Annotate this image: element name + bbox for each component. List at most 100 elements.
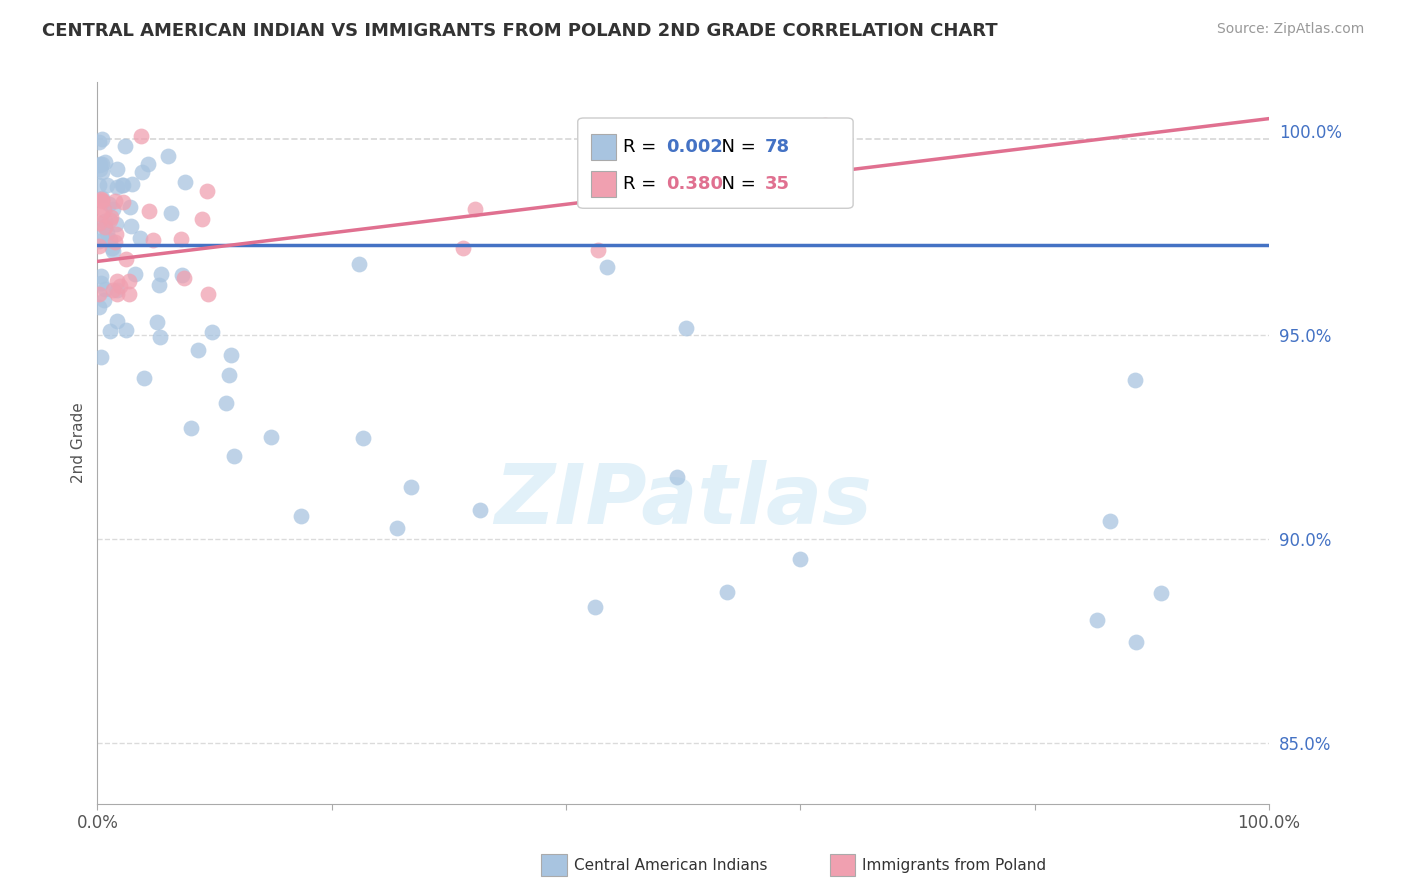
Text: R =: R =: [623, 137, 662, 155]
Point: [727, 166, 749, 180]
Point: [120, 219, 142, 234]
Point: [114, 139, 136, 153]
Point: [716, 585, 738, 599]
Point: [1085, 613, 1108, 627]
Point: [98, 197, 121, 211]
Point: [201, 325, 224, 339]
Point: [100, 210, 122, 224]
Text: 35: 35: [765, 175, 790, 193]
Point: [385, 521, 408, 535]
Point: [90, 194, 112, 208]
Text: 0.002: 0.002: [665, 137, 723, 155]
Point: [128, 231, 150, 245]
Point: [586, 243, 609, 257]
Point: [90, 276, 112, 290]
Point: [93, 293, 115, 308]
Point: [89, 157, 111, 171]
Point: [187, 343, 209, 357]
Point: [90, 351, 112, 365]
Point: [96, 178, 118, 192]
Point: [105, 314, 128, 328]
Text: Immigrants from Poland: Immigrants from Poland: [862, 858, 1046, 872]
Bar: [591, 171, 616, 197]
Point: [1123, 373, 1146, 387]
Point: [93, 214, 115, 228]
Point: [115, 323, 138, 337]
Point: [115, 252, 138, 267]
Point: [104, 194, 127, 209]
Point: [132, 371, 155, 385]
Point: [464, 202, 486, 216]
Point: [105, 161, 128, 176]
Point: [94, 220, 117, 235]
Bar: [591, 134, 616, 160]
Point: [451, 241, 474, 255]
Point: [87, 300, 110, 314]
Point: [87, 158, 110, 172]
Point: [98, 325, 121, 339]
Point: [214, 396, 236, 410]
Point: [105, 287, 128, 301]
Text: Central American Indians: Central American Indians: [574, 858, 768, 872]
Point: [191, 211, 214, 226]
Point: [146, 315, 169, 329]
Point: [98, 233, 121, 247]
Point: [112, 178, 135, 192]
Point: [224, 449, 246, 463]
Point: [101, 283, 124, 297]
Point: [96, 226, 118, 240]
Point: [675, 320, 697, 334]
Point: [89, 268, 111, 283]
Point: [136, 156, 159, 170]
Point: [105, 275, 128, 289]
Point: [142, 234, 165, 248]
Point: [131, 165, 153, 179]
Point: [100, 241, 122, 255]
Point: [105, 217, 128, 231]
Point: [157, 148, 180, 162]
Point: [90, 192, 112, 206]
FancyBboxPatch shape: [578, 118, 853, 208]
Point: [94, 155, 117, 169]
Point: [789, 552, 811, 566]
Point: [90, 207, 112, 221]
Point: [195, 184, 218, 198]
Point: [583, 599, 606, 614]
Point: [87, 178, 110, 192]
Point: [596, 260, 619, 274]
Point: [91, 165, 114, 179]
Point: [149, 330, 172, 344]
Point: [101, 244, 124, 259]
Point: [173, 271, 195, 285]
Point: [117, 274, 139, 288]
Point: [90, 191, 112, 205]
Point: [124, 267, 146, 281]
Point: [1099, 515, 1122, 529]
Point: [94, 219, 117, 233]
Point: [90, 157, 112, 171]
Text: CENTRAL AMERICAN INDIAN VS IMMIGRANTS FROM POLAND 2ND GRADE CORRELATION CHART: CENTRAL AMERICAN INDIAN VS IMMIGRANTS FR…: [42, 22, 998, 40]
Point: [87, 287, 110, 301]
Point: [98, 213, 121, 227]
Point: [149, 267, 172, 281]
Point: [347, 257, 370, 271]
Text: N =: N =: [710, 137, 762, 155]
Point: [173, 175, 195, 189]
Point: [170, 268, 193, 282]
Text: R =: R =: [623, 175, 662, 193]
Point: [89, 162, 111, 177]
Point: [138, 204, 160, 219]
Point: [218, 368, 240, 382]
Point: [1150, 586, 1173, 600]
Text: ZIPatlas: ZIPatlas: [495, 460, 872, 541]
Point: [399, 480, 422, 494]
Point: [129, 129, 152, 144]
Point: [104, 235, 127, 249]
Point: [104, 227, 127, 241]
Point: [160, 206, 183, 220]
Point: [352, 431, 374, 445]
Point: [121, 178, 143, 192]
Point: [105, 180, 128, 194]
Point: [197, 287, 219, 301]
Point: [111, 194, 134, 209]
